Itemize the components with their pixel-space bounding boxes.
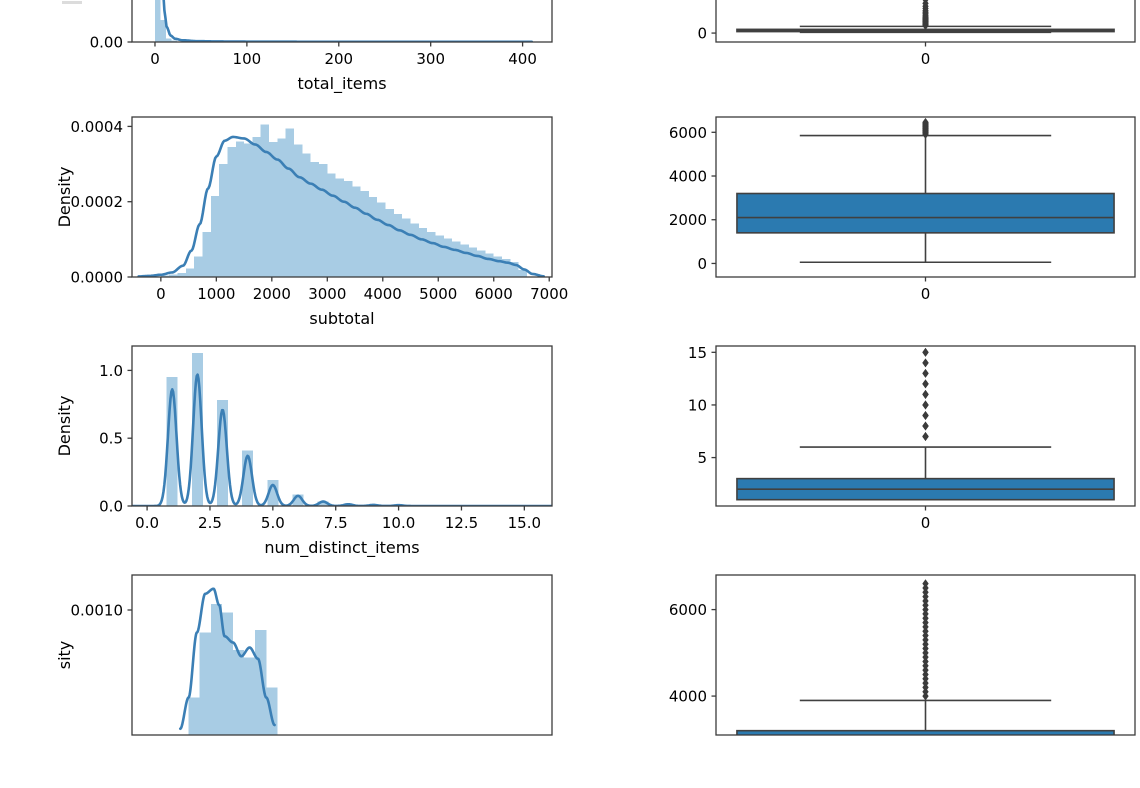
svg-text:5.0: 5.0 <box>261 514 285 532</box>
svg-text:6000: 6000 <box>669 124 707 142</box>
svg-text:0: 0 <box>921 285 931 303</box>
svg-text:0.0004: 0.0004 <box>71 118 124 136</box>
svg-text:4000: 4000 <box>669 168 707 186</box>
svg-text:6000: 6000 <box>475 285 513 303</box>
svg-text:7.5: 7.5 <box>324 514 348 532</box>
svg-text:total_items: total_items <box>297 74 386 94</box>
panel-subtotal-histogram: 0 1000 2000 3000 4000 5000 6000 7000 0.0000 0.000… <box>0 105 570 330</box>
svg-text:0.5: 0.5 <box>99 430 123 448</box>
svg-text:15: 15 <box>688 344 707 362</box>
panel-num-distinct-items-boxplot: 0 5 10 15 <box>570 334 1140 559</box>
svg-text:0.0000: 0.0000 <box>71 269 124 287</box>
svg-text:0: 0 <box>156 285 166 303</box>
panel-row4-histogram: 0.0010 sity <box>0 563 570 788</box>
svg-text:400: 400 <box>508 50 537 68</box>
svg-text:200: 200 <box>324 50 353 68</box>
svg-text:2000: 2000 <box>669 211 707 229</box>
svg-text:0.0: 0.0 <box>135 514 159 532</box>
svg-text:0: 0 <box>150 50 160 68</box>
svg-text:1.0: 1.0 <box>99 362 123 380</box>
svg-text:0.00: 0.00 <box>90 34 123 52</box>
panel-subtotal-boxplot: 0 0 2000 4000 6000 <box>570 105 1140 330</box>
panel-num-distinct-items-histogram: 0.0 2.5 5.0 7.5 10.0 12.5 15.0 0.0 0.5 1.0 num_dis… <box>0 334 570 559</box>
svg-text:2.5: 2.5 <box>198 514 222 532</box>
svg-text:7000: 7000 <box>530 285 568 303</box>
panel-row4-boxplot: 4000 6000 <box>570 563 1140 788</box>
svg-text:0: 0 <box>697 25 707 43</box>
svg-text:Density: Density <box>55 396 74 457</box>
svg-text:100: 100 <box>233 50 262 68</box>
svg-text:15.0: 15.0 <box>508 514 541 532</box>
svg-text:6000: 6000 <box>669 601 707 619</box>
svg-text:subtotal: subtotal <box>309 309 374 328</box>
svg-text:10: 10 <box>688 396 707 414</box>
svg-text:300: 300 <box>416 50 445 68</box>
svg-text:0.0: 0.0 <box>99 498 123 516</box>
svg-text:0.0002: 0.0002 <box>71 193 124 211</box>
svg-text:0: 0 <box>921 514 931 532</box>
svg-text:0: 0 <box>921 50 931 68</box>
svg-text:Density: Density <box>55 167 74 228</box>
svg-text:0.0010: 0.0010 <box>71 602 124 620</box>
svg-text:0: 0 <box>697 255 707 273</box>
svg-text:4000: 4000 <box>364 285 402 303</box>
svg-text:5000: 5000 <box>419 285 457 303</box>
svg-text:4000: 4000 <box>669 688 707 706</box>
svg-text:sity: sity <box>55 641 74 670</box>
svg-text:10.0: 10.0 <box>382 514 415 532</box>
svg-text:5: 5 <box>697 449 707 467</box>
svg-text:3000: 3000 <box>308 285 346 303</box>
svg-text:1000: 1000 <box>197 285 235 303</box>
svg-text:num_distinct_items: num_distinct_items <box>264 538 419 558</box>
svg-text:2000: 2000 <box>253 285 291 303</box>
svg-text:12.5: 12.5 <box>445 514 478 532</box>
